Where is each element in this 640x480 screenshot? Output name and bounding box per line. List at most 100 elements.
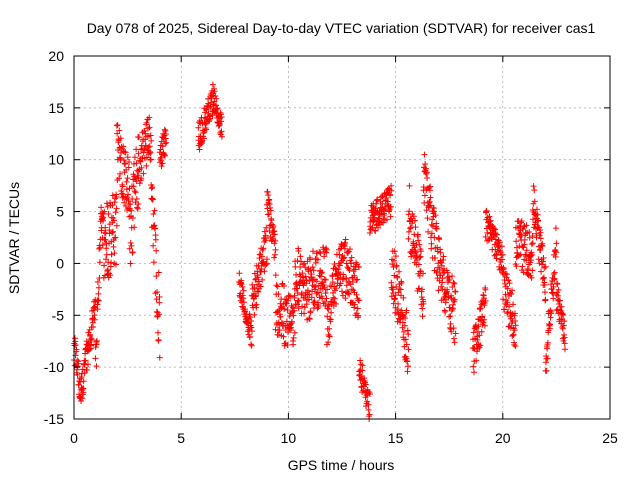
data-point [502,291,509,298]
data-point [509,287,516,294]
data-point [410,240,417,247]
data-point [267,207,274,214]
data-point [547,314,554,321]
data-point [292,280,299,287]
data-point [117,170,124,177]
plot-frame [73,55,611,420]
data-point [214,106,221,113]
data-point [482,286,489,293]
data-point [125,191,132,198]
data-point [138,175,145,182]
data-point [559,325,566,332]
data-point [438,283,445,290]
data-point [346,267,353,274]
data-point [119,183,126,190]
data-point [313,290,320,297]
data-point [113,205,120,212]
data-point [529,240,536,247]
data-point [110,214,117,221]
data-point [547,321,554,328]
data-point [404,358,411,365]
data-point [251,284,258,291]
data-point [206,104,213,111]
data-point [477,342,484,349]
data-point [449,301,456,308]
data-point [143,119,150,126]
data-point [113,122,120,129]
data-point [148,137,155,144]
data-point [533,234,540,241]
data-point [556,297,563,304]
data-point [155,336,162,343]
data-point [531,187,538,194]
data-point [550,283,557,290]
data-point [130,160,137,167]
data-point [133,195,140,202]
data-point [146,143,153,150]
data-point [333,285,340,292]
data-point [415,261,422,268]
data-point [163,139,170,146]
data-point [446,313,453,320]
data-point [395,300,402,307]
y-axis-title: SDTVAR / TECUs [6,182,22,294]
data-point [415,237,422,244]
data-point [337,280,344,287]
data-point [129,249,136,256]
data-point [288,318,295,325]
data-point [297,273,304,280]
data-point [162,140,169,147]
data-point [394,306,401,313]
data-point [359,362,366,369]
data-point [74,357,81,364]
data-point [123,186,130,193]
data-point [444,286,451,293]
data-point [150,259,157,266]
data-point [341,254,348,261]
data-point [129,215,136,222]
data-point [445,273,452,280]
data-point [277,313,284,320]
data-point [529,233,536,240]
data-point [427,183,434,190]
data-point [351,304,358,311]
data-point [507,324,514,331]
data-point [432,212,439,219]
data-point [301,260,308,267]
data-point [366,229,373,236]
data-point [307,308,314,315]
data-point [404,363,411,370]
data-point [356,297,363,304]
data-point [217,111,224,118]
data-point [329,279,336,286]
data-point [530,208,537,215]
data-point [109,229,116,236]
data-point [451,280,458,287]
data-point [428,230,435,237]
x-tick-label: 25 [602,430,618,446]
data-point [128,207,135,214]
data-point [369,224,376,231]
data-point [79,366,86,373]
data-point [290,341,297,348]
data-point [264,205,271,212]
data-point [359,367,366,374]
data-point [98,204,105,211]
data-point [370,218,377,225]
data-point [439,286,446,293]
data-point [533,206,540,213]
data-point [124,194,131,201]
data-point [419,305,426,312]
data-point [262,235,269,242]
data-point [127,260,134,267]
data-point [559,310,566,317]
data-point [156,354,163,361]
data-point [389,261,396,268]
data-point [528,274,535,281]
data-point [404,368,411,375]
data-point [499,256,506,263]
data-point [96,259,103,266]
data-point [108,251,115,258]
data-point [75,358,82,365]
data-point [110,217,117,224]
